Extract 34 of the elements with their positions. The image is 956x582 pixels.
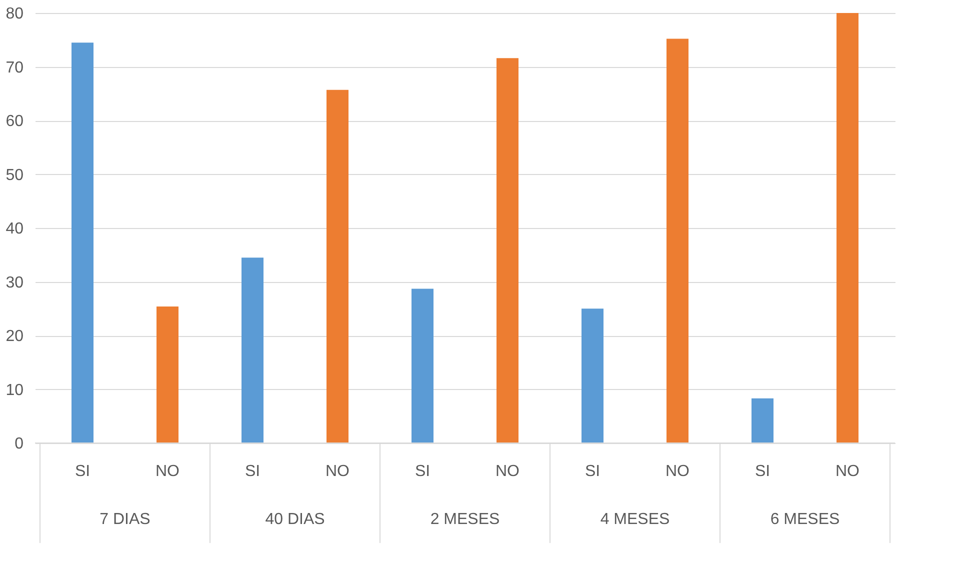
y-tick-label: 30 [6, 274, 24, 292]
series-label: NO [156, 463, 180, 480]
y-tick-label: 0 [14, 436, 24, 452]
bar [412, 288, 434, 443]
x-tick-label: 2 MESES [430, 511, 500, 528]
text: SI [584, 463, 600, 480]
text: SI [414, 463, 430, 480]
y-tick-label: 70 [6, 59, 24, 76]
series-label: SI [74, 463, 90, 480]
x-tick-label: 40 DIAS [265, 511, 325, 528]
y-tick-label: 20 [6, 328, 24, 345]
text: NO [666, 463, 690, 480]
y-tick-label: 50 [6, 166, 24, 184]
bar [72, 42, 94, 443]
bar [326, 90, 348, 443]
y-tick-label: 80 [6, 6, 24, 22]
bar [666, 38, 688, 443]
bar [242, 258, 264, 443]
bar [836, 13, 858, 443]
bar [582, 308, 604, 443]
bar [156, 306, 178, 443]
bar [496, 58, 518, 443]
y-tick-label: 40 [6, 220, 24, 238]
text: NO [326, 463, 350, 480]
text: NO [496, 463, 520, 480]
x-tick-label: 4 MESES [600, 511, 670, 528]
y-tick-label: 60 [6, 113, 24, 130]
bar [752, 398, 774, 443]
y-tick-label: 10 [6, 382, 24, 399]
text: SI [754, 463, 770, 480]
text: NO [836, 463, 860, 480]
x-tick-label: 7 DIAS [100, 511, 150, 528]
x-tick-label: 6 MESES [770, 511, 840, 528]
text: SI [244, 463, 260, 480]
